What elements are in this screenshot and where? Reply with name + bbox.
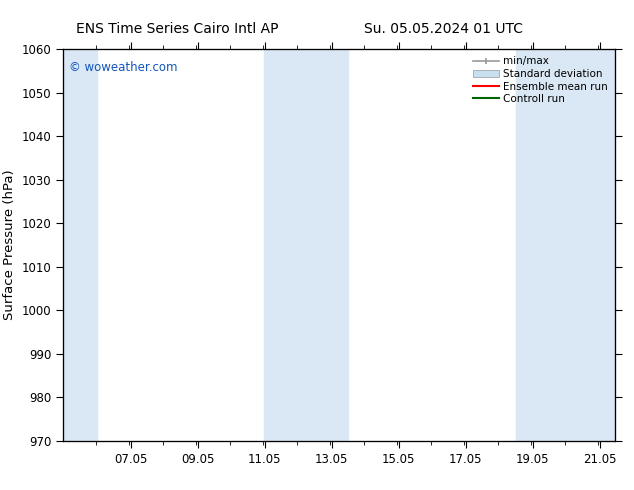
Y-axis label: Surface Pressure (hPa): Surface Pressure (hPa) <box>3 170 16 320</box>
Text: ENS Time Series Cairo Intl AP: ENS Time Series Cairo Intl AP <box>76 22 279 36</box>
Bar <box>516 49 615 441</box>
Text: © woweather.com: © woweather.com <box>69 61 178 74</box>
Bar <box>264 49 348 441</box>
Legend: min/max, Standard deviation, Ensemble mean run, Controll run: min/max, Standard deviation, Ensemble me… <box>470 54 610 106</box>
Text: Su. 05.05.2024 01 UTC: Su. 05.05.2024 01 UTC <box>365 22 523 36</box>
Bar <box>63 49 97 441</box>
